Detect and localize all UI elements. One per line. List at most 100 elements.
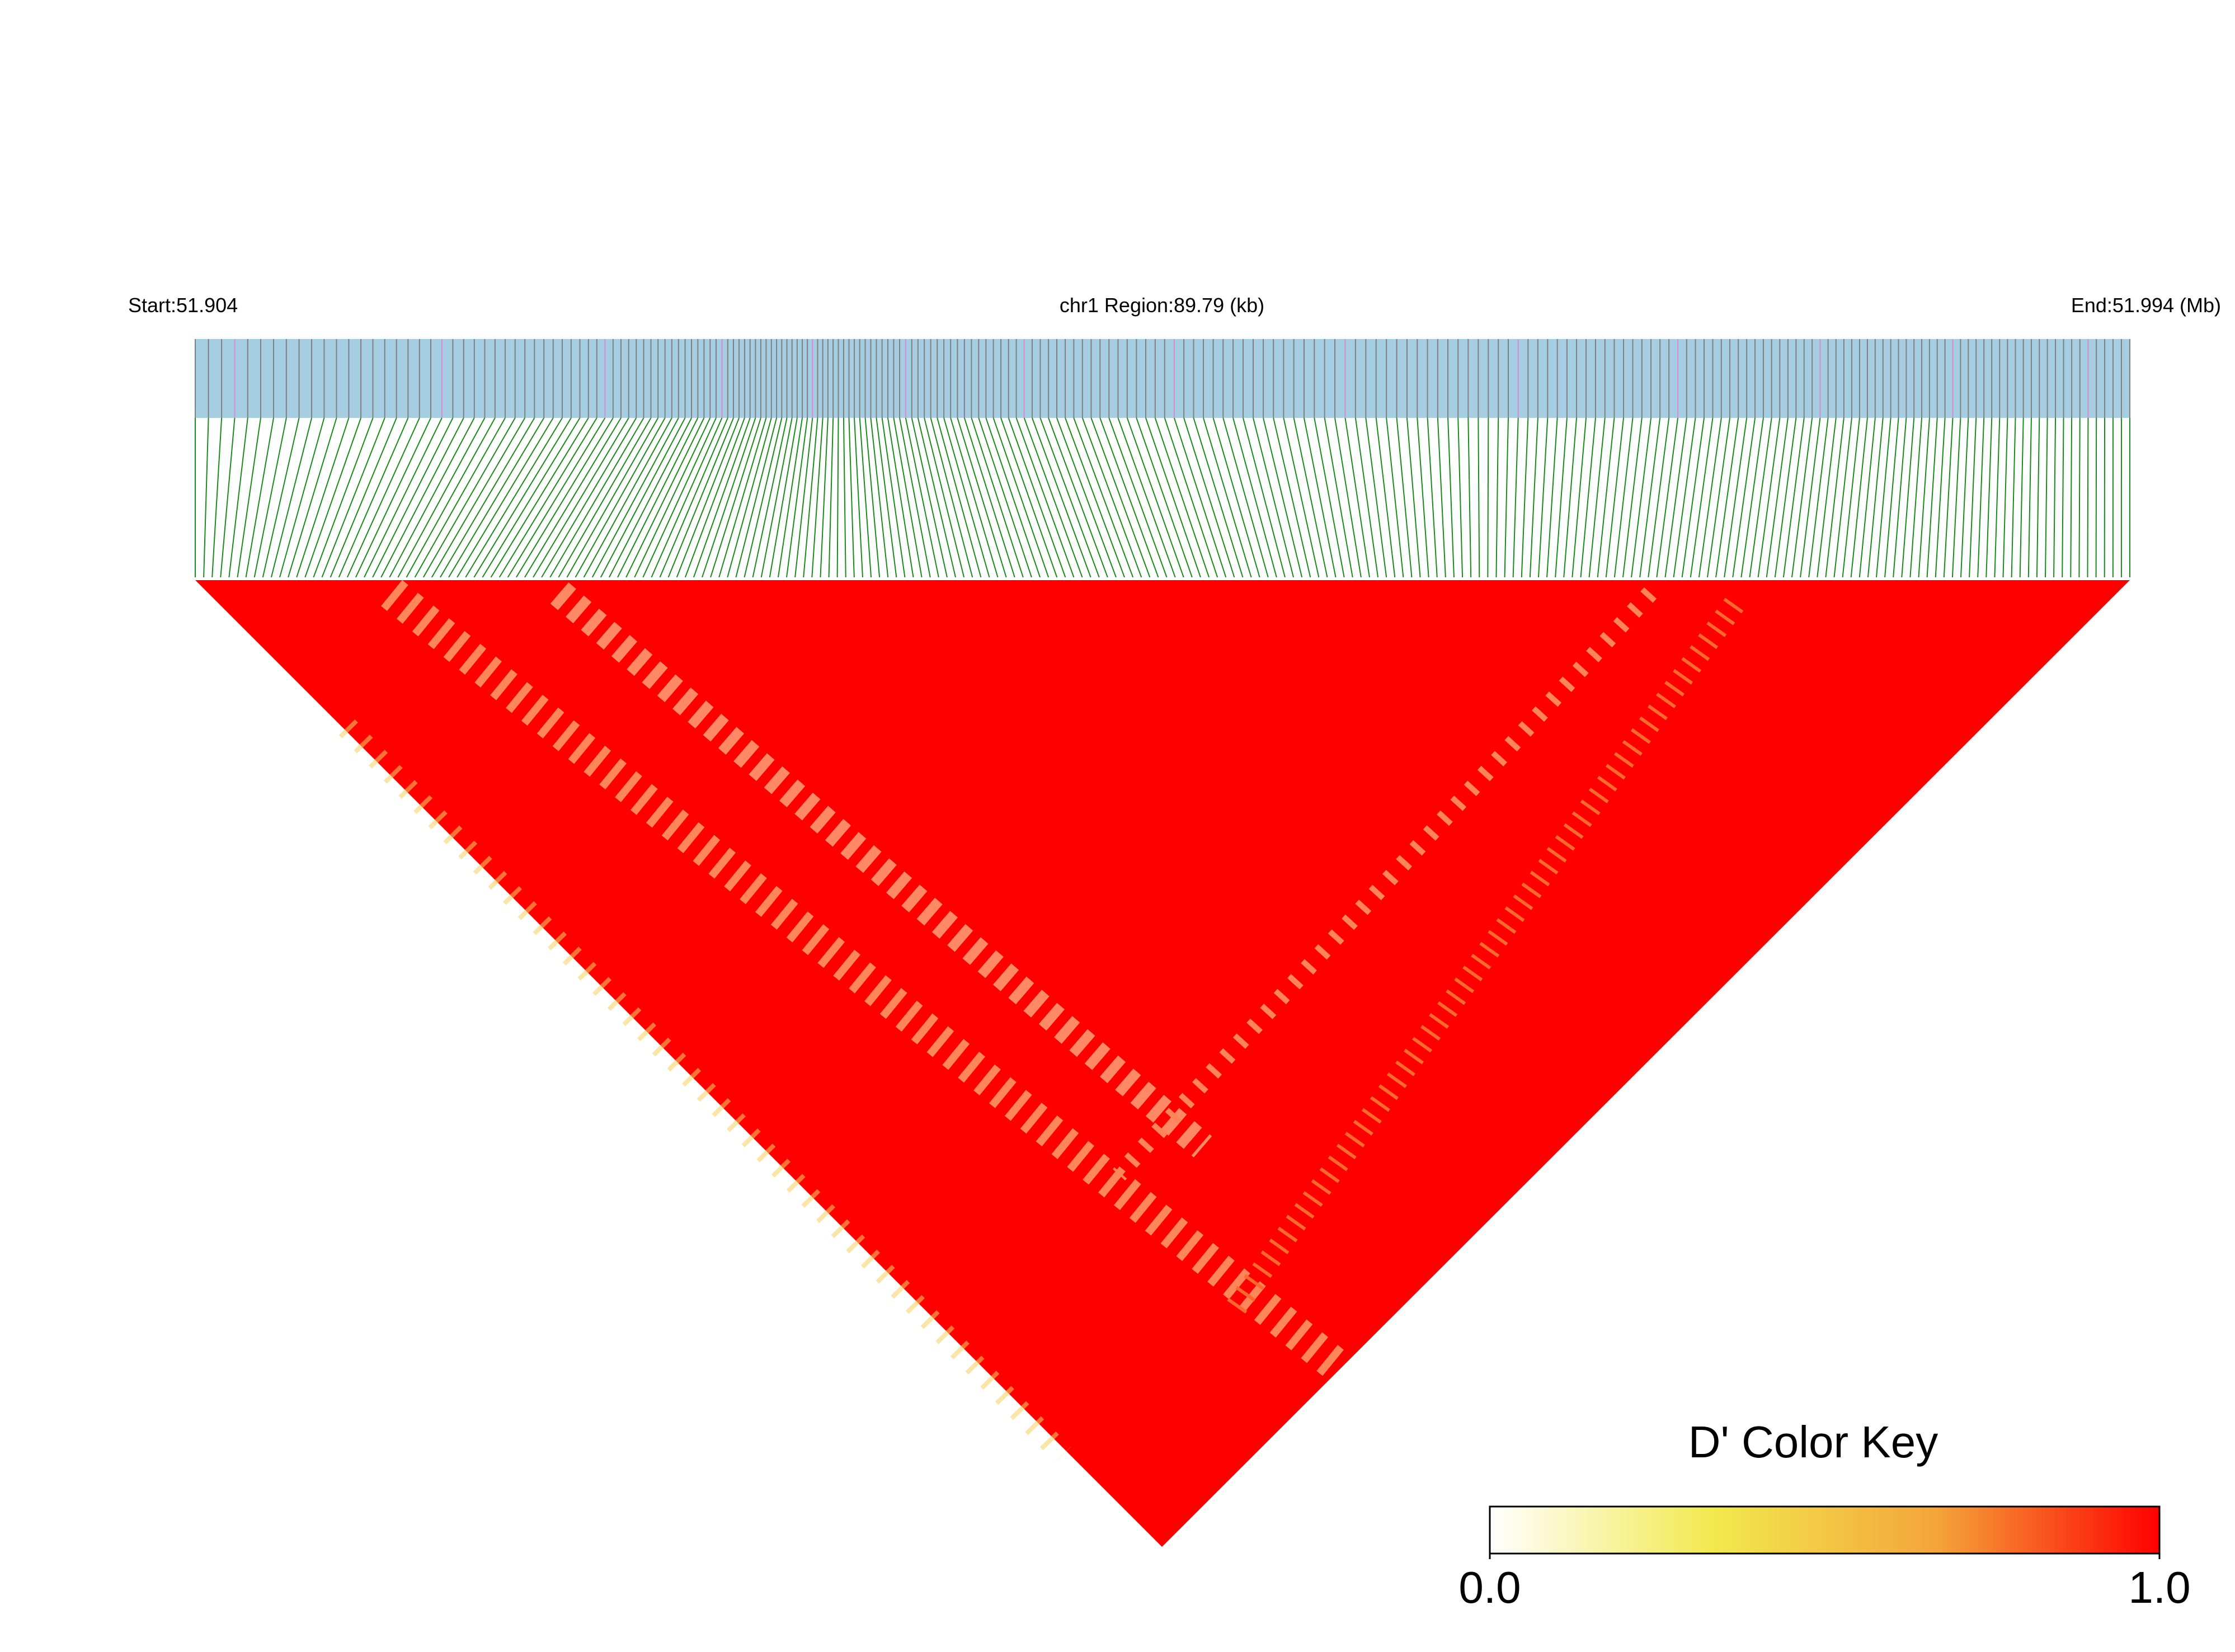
snp-connector — [971, 417, 1024, 578]
snp-connector — [591, 417, 679, 578]
snp-connector — [777, 417, 803, 578]
snp-connector — [684, 417, 745, 578]
snp-connector — [2070, 417, 2073, 578]
snp-connector — [992, 417, 1050, 578]
snp-connector — [1875, 417, 1891, 578]
snp-connector — [760, 417, 793, 578]
snp-connector — [1008, 417, 1066, 578]
snp-connector — [524, 417, 622, 578]
snp-connector — [1375, 417, 1396, 578]
snp-connector — [1597, 417, 1615, 578]
snp-connector — [625, 417, 705, 578]
snp-connector — [288, 417, 337, 578]
snp-connector — [2044, 417, 2048, 578]
snp-connector — [1365, 417, 1387, 578]
snp-connector — [330, 417, 397, 578]
snp-connector — [1977, 417, 1985, 578]
snp-connector — [1994, 417, 2001, 578]
snp-connector — [1108, 417, 1168, 578]
snp-connector — [498, 417, 597, 578]
snp-connector — [389, 417, 475, 578]
snp-connector — [1232, 417, 1277, 578]
snp-connector — [1893, 417, 1907, 578]
color-key-title: D' Color Key — [1688, 1417, 1938, 1467]
snp-connector — [558, 417, 652, 578]
snp-connector — [228, 417, 248, 578]
snp-connector — [2036, 417, 2040, 578]
snp-connector — [1546, 417, 1558, 578]
snp-connector — [836, 417, 839, 578]
snp-connector — [1015, 417, 1075, 578]
snp-connector — [911, 417, 948, 578]
snp-connector — [718, 417, 767, 578]
snp-connector — [1193, 417, 1244, 578]
snp-connector — [1263, 417, 1303, 578]
snp-connector — [893, 417, 923, 578]
snp-connector — [1417, 417, 1429, 578]
snp-connector — [978, 417, 1032, 578]
snp-connector — [693, 417, 751, 578]
snp-connector — [482, 417, 581, 578]
snp-connector — [930, 417, 973, 578]
snp-connector — [1504, 417, 1509, 578]
snp-connector — [1173, 417, 1227, 578]
light-band — [381, 580, 1353, 1384]
snp-connector — [1000, 417, 1058, 578]
snp-connector — [1740, 417, 1764, 578]
snp-connector — [876, 417, 897, 578]
snp-connector — [237, 417, 261, 578]
snp-connector — [1478, 417, 1480, 578]
snp-connector — [1427, 417, 1438, 578]
snp-connector — [1354, 417, 1379, 578]
snp-connector — [1749, 417, 1772, 578]
snp-connector — [1833, 417, 1852, 578]
snp-connector — [943, 417, 990, 578]
snp-connector — [786, 417, 808, 578]
snp-connector — [313, 417, 374, 578]
snp-connector — [253, 417, 287, 578]
snp-connector — [659, 417, 728, 578]
snp-connector — [2087, 417, 2089, 578]
end-label: End:51.994 (Mb) — [2071, 294, 2221, 317]
snp-connector — [1447, 417, 1455, 578]
snp-connector — [735, 417, 778, 578]
snp-connector — [372, 417, 454, 578]
snp-connector — [1842, 417, 1860, 578]
snp-connector — [1782, 417, 1805, 578]
snp-connector — [1943, 417, 1954, 578]
snp-connector — [828, 417, 834, 578]
snp-connector — [1791, 417, 1813, 578]
snp-connector — [1386, 417, 1404, 578]
snp-connector — [1690, 417, 1714, 578]
snp-connector — [1935, 417, 1946, 578]
snp-connector — [515, 417, 614, 578]
snp-connector — [1334, 417, 1362, 578]
snp-connector — [2011, 417, 2016, 578]
snp-connector — [279, 417, 325, 578]
snp-connector — [1023, 417, 1083, 578]
snp-connector — [338, 417, 409, 578]
snp-connector — [1081, 417, 1142, 578]
snp-connector — [794, 417, 813, 578]
snp-connector — [963, 417, 1015, 578]
snp-connector — [346, 417, 420, 578]
snp-connector — [1850, 417, 1868, 578]
snp-connector — [549, 417, 644, 578]
snp-connector — [355, 417, 431, 578]
snp-connector — [702, 417, 756, 578]
snp-connector — [2002, 417, 2008, 578]
snp-connector — [1664, 417, 1687, 578]
snp-connector — [1283, 417, 1320, 578]
snp-connector — [1926, 417, 1938, 578]
snp-connector — [1985, 417, 1993, 578]
snp-connector — [1437, 417, 1446, 578]
snp-connector — [1154, 417, 1210, 578]
snp-connector — [881, 417, 906, 578]
snp-connector — [1715, 417, 1739, 578]
key-tick-label: 1.0 — [2128, 1562, 2190, 1612]
snp-connector — [397, 417, 486, 578]
snp-connector — [1164, 417, 1218, 578]
snp-connector — [1732, 417, 1756, 578]
snp-connector — [321, 417, 385, 578]
snp-connector — [1774, 417, 1797, 578]
